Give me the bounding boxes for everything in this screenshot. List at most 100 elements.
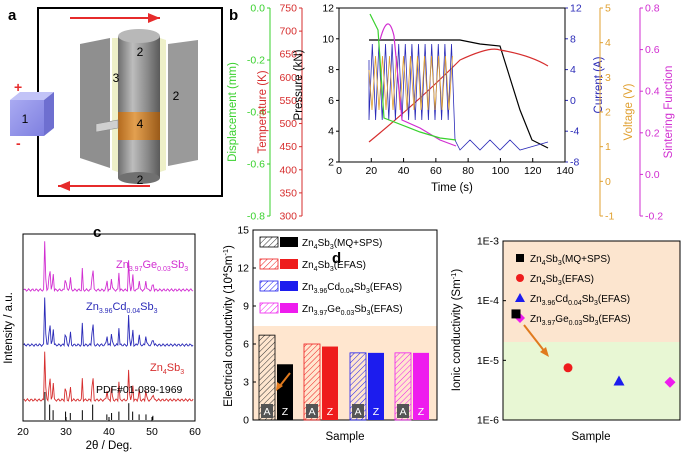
legend-marker <box>516 274 524 282</box>
legend-marker <box>515 293 525 302</box>
upper-punch <box>118 36 160 112</box>
tick-label: 12 <box>322 3 334 15</box>
legend-swatch-solid <box>280 281 298 291</box>
panel-b-label: b <box>229 7 238 24</box>
panel-d-label: d <box>332 250 341 267</box>
legend-swatch-solid <box>280 237 298 247</box>
power-cube-front <box>10 100 44 136</box>
y-axis-label: Intensity / a.u. <box>3 292 15 364</box>
legend-label: Zn3.96Cd0.04Sb3(EFAS) <box>302 282 402 295</box>
tick-label: 350 <box>279 187 297 199</box>
panel-e: e Ionic conductivity (Sm-1) Sample 1E-31… <box>449 236 681 443</box>
y-axis-label: Ionic conductivity (Sm-1) <box>449 269 463 392</box>
tick-label: 4 <box>570 64 576 76</box>
bar-letter-bg <box>352 404 364 418</box>
tick-label: -0.8 <box>247 211 265 223</box>
tick-label: 5 <box>605 3 611 15</box>
legend-label: Zn4Sb3(MQ+SPS) <box>302 238 382 251</box>
part-4-label: 4 <box>137 117 144 131</box>
plus-sign: + <box>14 79 22 95</box>
tick-label: 6 <box>328 95 334 107</box>
tick-label: 20 <box>17 426 29 438</box>
bar-zone <box>277 364 293 420</box>
legend-label: Zn4Sb3(EFAS) <box>530 274 594 287</box>
tick-label: 0.0 <box>250 3 265 15</box>
tick-label: -0.6 <box>247 159 265 171</box>
trace-label-zn4sb3: Zn4Sb3 <box>150 362 184 376</box>
tick-label: 300 <box>279 211 297 223</box>
legend-label: Zn3.97Ge0.03Sb3(EFAS) <box>530 314 631 327</box>
tick-label: 550 <box>279 95 297 107</box>
part-2-label: 2 <box>173 89 180 103</box>
tick-label: 0.8 <box>645 3 660 15</box>
tick-label: 4 <box>605 37 611 49</box>
x-axis-label: Time (s) <box>431 182 473 194</box>
axis-label-sintering: Sintering Function <box>663 66 675 159</box>
die-left-wall <box>80 38 110 168</box>
axis-label-current: Current (A) <box>593 56 605 113</box>
tick-label: 100 <box>492 165 510 177</box>
upper-punch-top <box>118 29 160 43</box>
bar-letter: Z <box>282 406 289 418</box>
tick-label: 0 <box>336 165 342 177</box>
legend-swatch-solid <box>280 303 298 313</box>
voltage-curve <box>368 55 453 111</box>
tick-label: 10 <box>322 33 334 45</box>
arrow-head-icon <box>148 13 160 23</box>
reference-label: PDF#01-089-1969 <box>96 384 183 396</box>
tick-label: 600 <box>279 72 297 84</box>
bar-zone <box>368 352 384 420</box>
tick-label: 8 <box>328 64 334 76</box>
tick-label: 4 <box>328 126 334 138</box>
xrd-pattern <box>23 351 194 403</box>
xrd-pattern <box>23 297 194 348</box>
legend-swatch-hatched <box>259 236 279 248</box>
panel-d: d Electrical conductivity (104Sm-1) Samp… <box>221 225 438 443</box>
bar-letter-bg <box>261 404 273 418</box>
legend-swatch-solid <box>280 259 298 269</box>
tick-label: 0.0 <box>645 169 660 181</box>
bar-annealed <box>303 343 321 421</box>
pressure-curve <box>369 39 549 149</box>
tick-label: 0 <box>570 95 576 107</box>
arrow-head-icon <box>58 181 70 191</box>
panel-a: a 1 + - 2 2 2 3 4 <box>8 7 223 197</box>
data-point <box>511 309 521 319</box>
graphite-foil <box>160 38 166 172</box>
part-2-label: 2 <box>137 45 144 59</box>
legend-marker <box>516 254 524 262</box>
circuit-wire <box>37 7 223 197</box>
tick-label: 500 <box>279 118 297 130</box>
arrow-head-icon <box>540 347 549 357</box>
tick-label: 6 <box>243 339 249 351</box>
panel-c-label: c <box>93 224 101 241</box>
x-axis-label: Sample <box>572 431 611 443</box>
legend-swatch-hatched <box>259 258 279 270</box>
part-3-label: 3 <box>113 71 120 85</box>
bar-letter-bg <box>306 404 318 418</box>
data-point <box>613 375 625 386</box>
legend-label: Zn4Sb3(EFAS) <box>302 260 366 273</box>
sample-disc <box>118 112 160 140</box>
region-high <box>503 241 680 342</box>
bar-annealed <box>394 352 412 421</box>
tick-label: 700 <box>279 26 297 38</box>
panel-b: b 0.0 -0.2 -0.4 -0.6 -0.8 Displacement (mm) 75… <box>227 3 675 223</box>
region-low <box>503 342 680 420</box>
tick-label: 3 <box>605 72 611 84</box>
tick-label: 2 <box>605 107 611 119</box>
tick-label: 80 <box>462 165 474 177</box>
bar-letter: Z <box>373 406 380 418</box>
tick-label: 3 <box>243 377 249 389</box>
lower-punch <box>118 140 160 178</box>
tick-label: 12 <box>237 263 249 275</box>
axis-label-displacement: Displacement (mm) <box>227 62 239 162</box>
tick-label: 650 <box>279 49 297 61</box>
x-axis-label: Sample <box>326 431 365 443</box>
tick-label: 0.2 <box>645 127 660 139</box>
xrd-pattern <box>23 241 194 293</box>
tick-label: 1E-5 <box>477 355 499 367</box>
legend-label: Zn3.96Cd0.04Sb3(EFAS) <box>530 294 630 307</box>
panel-c: c Intensity / a.u. 2θ / Deg. 20 30 40 50 60 … <box>3 224 201 452</box>
